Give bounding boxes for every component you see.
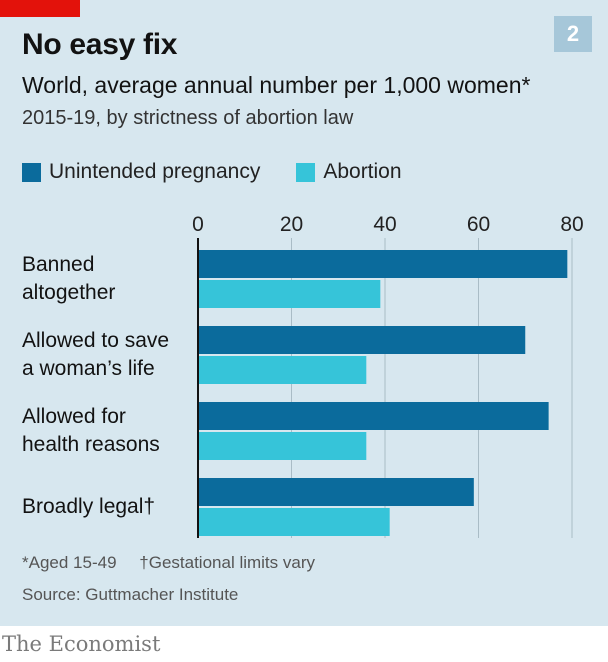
- chart-title: No easy fix: [22, 28, 178, 61]
- x-tick-label: 40: [373, 213, 396, 236]
- legend-swatch-unintended: [22, 162, 41, 182]
- footnote-gestational: †Gestational limits vary: [139, 553, 315, 572]
- bar-abortion: [198, 432, 367, 460]
- bar-unintended: [198, 478, 474, 506]
- legend-item-abortion: Abortion: [296, 160, 402, 184]
- x-tick-label: 20: [280, 213, 303, 236]
- chart-panel: 2 No easy fix World, average annual numb…: [0, 0, 608, 626]
- bar-unintended: [198, 326, 526, 354]
- legend-swatch-abortion: [296, 162, 316, 182]
- footnote-age: *Aged 15-49: [22, 553, 117, 572]
- bar-unintended: [198, 250, 568, 278]
- x-tick-label: 0: [192, 213, 204, 236]
- x-tick-label: 80: [560, 213, 583, 236]
- bar-abortion: [198, 356, 367, 384]
- brand-logo-text: The Economist: [2, 632, 161, 656]
- category-label: Banned altogether: [22, 253, 116, 304]
- bar-unintended: [198, 402, 549, 430]
- source-note: Source: Guttmacher Institute: [22, 585, 239, 604]
- category-label: Broadly legal†: [22, 495, 156, 518]
- bar-chart: 0 20 40 60 80: [192, 213, 584, 538]
- brand-red-tag: [0, 0, 80, 17]
- bar-abortion: [198, 508, 390, 536]
- legend-label-unintended: Unintended pregnancy: [49, 160, 261, 183]
- chart-subtitle: World, average annual number per 1,000 w…: [22, 72, 531, 98]
- legend-label-abortion: Abortion: [323, 160, 402, 183]
- footnotes: *Aged 15-49 †Gestational limits vary: [22, 553, 333, 573]
- x-tick-label: 60: [467, 213, 490, 236]
- chart-subtitle-2: 2015-19, by strictness of abortion law: [22, 107, 354, 129]
- legend: Unintended pregnancy Abortion: [22, 160, 438, 184]
- legend-item-unintended: Unintended pregnancy: [22, 160, 260, 184]
- category-label: Allowed to save a woman’s life: [22, 329, 170, 380]
- chart-number-badge: 2: [554, 16, 592, 52]
- category-label: Allowed for health reasons: [22, 405, 160, 456]
- bar-abortion: [198, 280, 381, 308]
